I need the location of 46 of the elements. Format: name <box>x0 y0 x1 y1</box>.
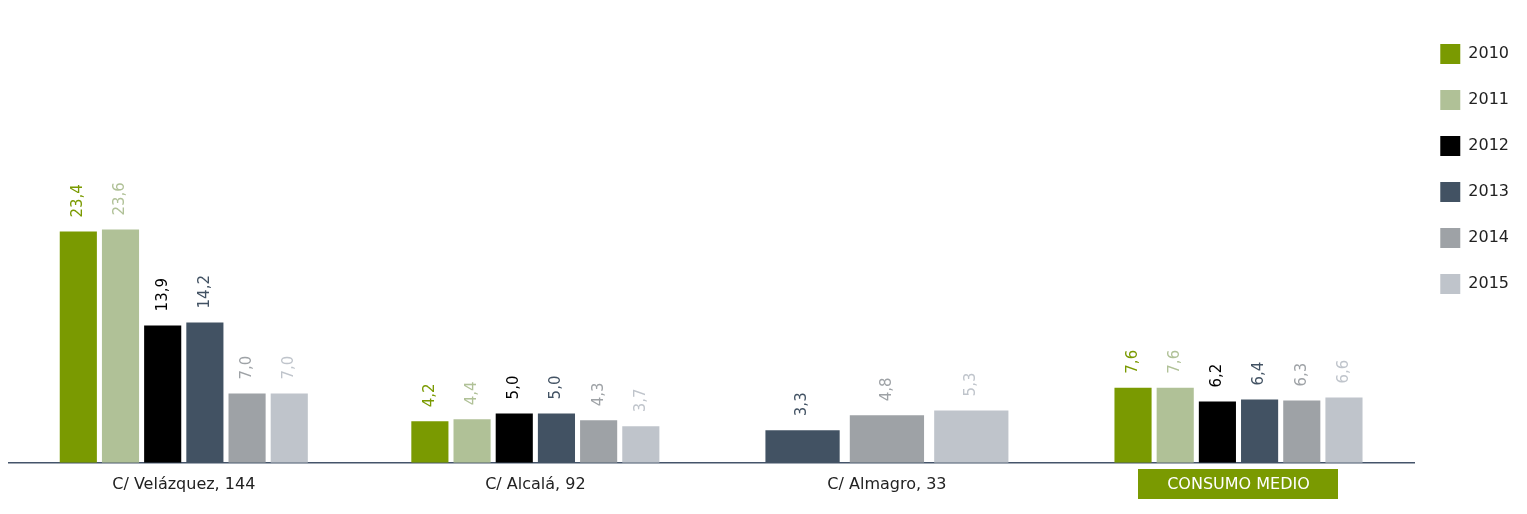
bar <box>622 426 660 463</box>
bar <box>270 393 308 463</box>
data-label: 7,6 <box>1165 349 1184 374</box>
data-label: 3,7 <box>630 388 649 413</box>
bar <box>144 325 182 463</box>
data-label: 7,6 <box>1122 349 1141 374</box>
legend-label: 2010 <box>1468 43 1509 63</box>
bar <box>1114 387 1152 463</box>
data-label: 6,3 <box>1291 362 1310 387</box>
legend-label: 2015 <box>1468 273 1509 293</box>
bar <box>1283 400 1321 463</box>
bar <box>453 419 491 463</box>
legend-label: 2014 <box>1468 227 1509 247</box>
data-label: 23,4 <box>68 184 87 218</box>
x-tick-label: C/ Alcalá, 92 <box>485 473 586 493</box>
data-label: 7,0 <box>236 355 255 380</box>
x-tick-label: C/ Almagro, 33 <box>827 473 947 493</box>
data-label: 13,9 <box>152 278 171 312</box>
data-label: 5,3 <box>961 372 980 397</box>
data-label: 14,2 <box>194 275 213 309</box>
data-label: 3,3 <box>792 392 811 417</box>
bar <box>59 231 97 463</box>
bar <box>228 393 266 463</box>
legend-label: 2012 <box>1468 135 1509 155</box>
data-label: 4,4 <box>461 381 480 406</box>
bar <box>495 413 533 463</box>
data-label: 6,4 <box>1249 361 1268 386</box>
bar <box>1325 397 1363 463</box>
bar <box>101 229 140 463</box>
x-tick-label: C/ Velázquez, 144 <box>112 473 256 493</box>
data-label: 4,8 <box>876 377 895 402</box>
legend-label: 2013 <box>1468 181 1509 201</box>
data-label: 6,2 <box>1207 363 1226 388</box>
data-label: 4,2 <box>419 383 438 408</box>
data-label: 7,0 <box>279 355 298 380</box>
bar <box>1156 387 1194 463</box>
bar <box>1198 401 1236 463</box>
legend-label: 2011 <box>1468 89 1509 109</box>
data-label: 6,6 <box>1333 359 1352 384</box>
bar <box>580 420 618 463</box>
data-label: 4,3 <box>588 382 607 407</box>
bar <box>411 421 449 463</box>
data-label: 5,0 <box>504 375 523 400</box>
x-tick-label: CONSUMO MEDIO <box>1167 473 1310 493</box>
data-label: 5,0 <box>546 375 565 400</box>
data-label: 23,6 <box>110 182 129 216</box>
